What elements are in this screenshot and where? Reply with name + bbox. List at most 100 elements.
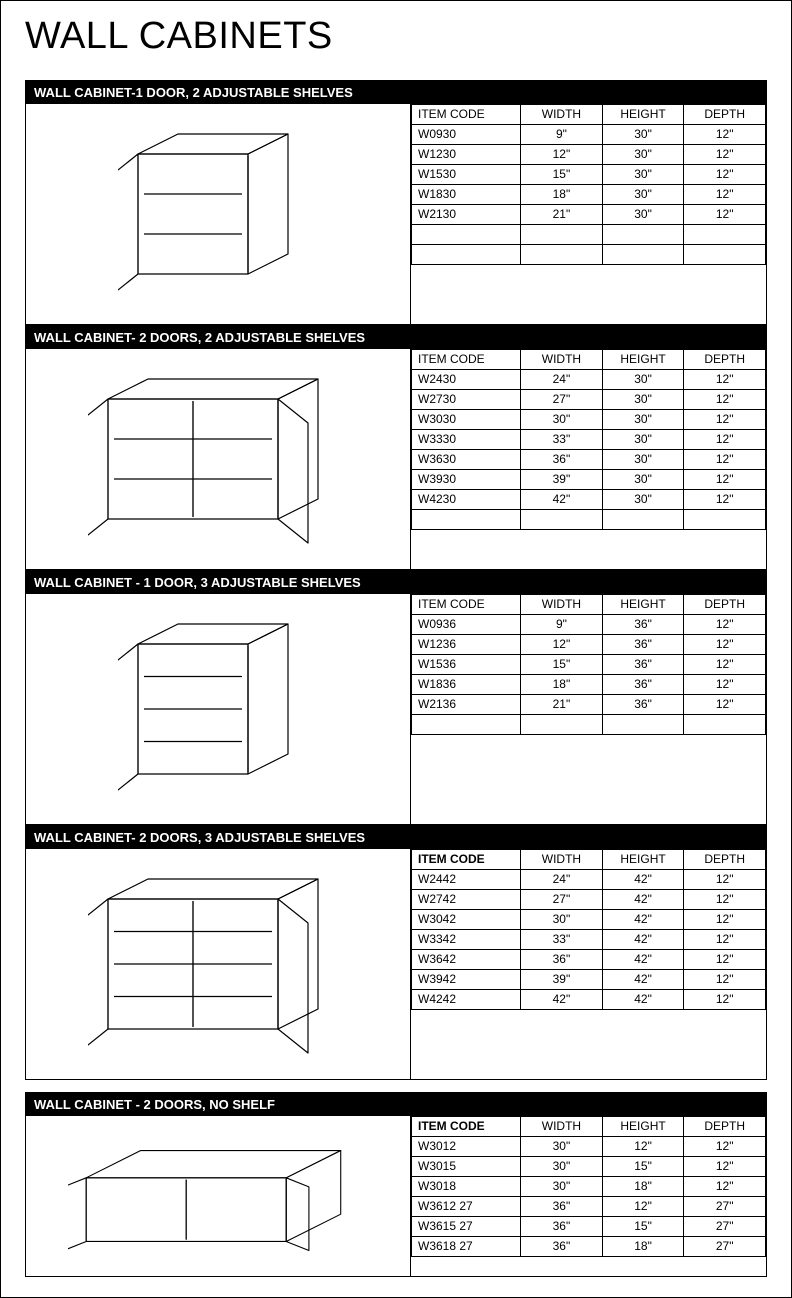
section-body: ITEM CODEWIDTHHEIGHTDEPTHW09309"30"12"W1… [26,104,766,324]
cell-dim: 42" [602,890,684,910]
cell-dim: 36" [602,675,684,695]
spec-table-wrap: ITEM CODEWIDTHHEIGHTDEPTHW244224"42"12"W… [411,849,766,1079]
sections-container: WALL CABINET-1 DOOR, 2 ADJUSTABLE SHELVE… [25,80,767,1277]
col-dim: DEPTH [684,850,766,870]
cell-dim: 42" [521,990,603,1010]
table-row: W334233"42"12" [412,930,766,950]
cell-item-code: W1536 [412,655,521,675]
cell-empty [602,225,684,245]
cell-dim: 12" [684,165,766,185]
cell-dim: 15" [602,1217,684,1237]
cell-dim: 18" [602,1237,684,1257]
page-title: WALL CABINETS [25,15,767,58]
table-row: W123612"36"12" [412,635,766,655]
table-row: W364236"42"12" [412,950,766,970]
section-header: WALL CABINET - 2 DOORS, NO SHELF [26,1093,766,1116]
spec-table: ITEM CODEWIDTHHEIGHTDEPTHW301230"12"12"W… [411,1116,766,1257]
table-row: W123012"30"12" [412,145,766,165]
table-row: W274227"42"12" [412,890,766,910]
cell-dim: 30" [602,145,684,165]
cell-dim: 9" [521,125,603,145]
cell-dim: 24" [521,370,603,390]
cell-empty [684,510,766,530]
table-row: W333033"30"12" [412,430,766,450]
cell-dim: 27" [684,1197,766,1217]
section-body: ITEM CODEWIDTHHEIGHTDEPTHW243024"30"12"W… [26,349,766,569]
cell-dim: 30" [602,410,684,430]
catalog-section: WALL CABINET - 1 DOOR, 3 ADJUSTABLE SHEL… [25,570,767,825]
table-row: W424242"42"12" [412,990,766,1010]
cell-dim: 33" [521,930,603,950]
spec-table-wrap: ITEM CODEWIDTHHEIGHTDEPTHW301230"12"12"W… [411,1116,766,1276]
table-row: W09309"30"12" [412,125,766,145]
table-row: W3612 2736"12"27" [412,1197,766,1217]
catalog-section: WALL CABINET-1 DOOR, 2 ADJUSTABLE SHELVE… [25,80,767,325]
cell-dim: 18" [521,675,603,695]
cell-dim: 12" [684,490,766,510]
col-dim: HEIGHT [602,350,684,370]
cell-dim: 39" [521,970,603,990]
cell-dim: 36" [521,950,603,970]
catalog-section: WALL CABINET- 2 DOORS, 2 ADJUSTABLE SHEL… [25,325,767,570]
col-item-code: ITEM CODE [412,850,521,870]
cell-dim: 30" [602,205,684,225]
col-dim: DEPTH [684,1117,766,1137]
cell-dim: 12" [684,470,766,490]
table-row: W213621"36"12" [412,695,766,715]
cell-dim: 18" [521,185,603,205]
cell-empty [412,225,521,245]
cell-dim: 21" [521,695,603,715]
cell-dim: 36" [602,615,684,635]
col-dim: DEPTH [684,350,766,370]
col-dim: HEIGHT [602,1117,684,1137]
cell-dim: 30" [521,1157,603,1177]
cell-dim: 36" [602,655,684,675]
cell-item-code: W3618 27 [412,1237,521,1257]
table-row: W183618"36"12" [412,675,766,695]
cabinet-illustration [26,849,411,1079]
cabinet-illustration [26,349,411,569]
table-row-empty [412,510,766,530]
cell-dim: 42" [602,990,684,1010]
cell-item-code: W3612 27 [412,1197,521,1217]
table-row: W153615"36"12" [412,655,766,675]
cell-item-code: W0930 [412,125,521,145]
cell-item-code: W2442 [412,870,521,890]
cell-empty [602,715,684,735]
col-item-code: ITEM CODE [412,595,521,615]
cell-dim: 12" [684,990,766,1010]
cell-item-code: W3642 [412,950,521,970]
cell-dim: 30" [602,185,684,205]
col-dim: WIDTH [521,105,603,125]
cell-dim: 30" [521,1177,603,1197]
cabinet-illustration [26,594,411,824]
table-row: W3615 2736"15"27" [412,1217,766,1237]
cell-dim: 9" [521,615,603,635]
cell-item-code: W1830 [412,185,521,205]
cell-dim: 27" [521,390,603,410]
cell-item-code: W3018 [412,1177,521,1197]
table-header-row: ITEM CODEWIDTHHEIGHTDEPTH [412,1117,766,1137]
col-dim: HEIGHT [602,105,684,125]
cell-dim: 12" [602,1197,684,1217]
col-dim: HEIGHT [602,595,684,615]
cell-dim: 30" [602,490,684,510]
spec-table: ITEM CODEWIDTHHEIGHTDEPTHW09369"36"12"W1… [411,594,766,735]
cell-dim: 12" [684,430,766,450]
cell-dim: 42" [602,930,684,950]
cell-item-code: W2130 [412,205,521,225]
cell-empty [684,245,766,265]
cell-dim: 12" [684,890,766,910]
cell-item-code: W3615 27 [412,1217,521,1237]
table-row: W304230"42"12" [412,910,766,930]
cell-dim: 12" [602,1137,684,1157]
cell-dim: 42" [602,870,684,890]
catalog-section: WALL CABINET- 2 DOORS, 3 ADJUSTABLE SHEL… [25,825,767,1080]
cell-item-code: W1236 [412,635,521,655]
cell-dim: 39" [521,470,603,490]
table-row: W3618 2736"18"27" [412,1237,766,1257]
cell-dim: 42" [521,490,603,510]
cell-dim: 36" [602,695,684,715]
table-row-empty [412,715,766,735]
cell-dim: 12" [684,205,766,225]
